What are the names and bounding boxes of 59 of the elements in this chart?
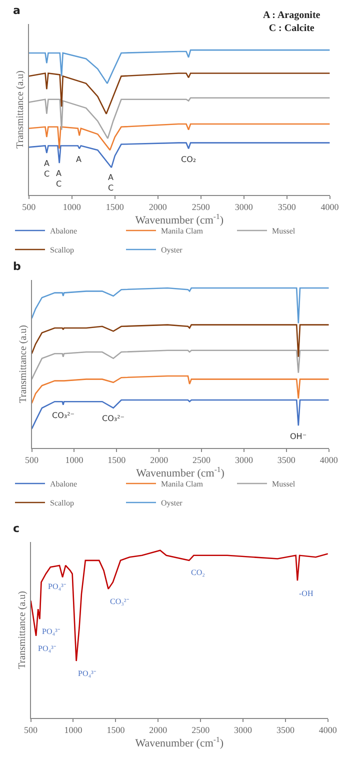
annotation: A C xyxy=(108,173,114,192)
legend-label: Mussel xyxy=(272,226,296,236)
x-tick-label: 1500 xyxy=(106,202,124,212)
x-tick-label: 3000 xyxy=(234,202,254,212)
legend-label: Abalone xyxy=(50,480,78,489)
x-tick-label: 2000 xyxy=(148,202,168,212)
x-tick-label: 2500 xyxy=(192,724,210,735)
annotation: A C xyxy=(56,169,62,188)
x-axis-title: Wavenumber (cm$^{-1}$) xyxy=(136,464,225,480)
legend-label: Abalone xyxy=(50,226,78,236)
annotation: PO₄³⁻ xyxy=(48,582,66,591)
y-axis-title: Transmittance (a.u) xyxy=(16,591,28,669)
legend-label: Manila Clam xyxy=(161,226,204,236)
x-tick-label: 3500 xyxy=(276,724,295,735)
annotation: PO₄³⁻ xyxy=(42,627,60,636)
x-tick-label: 4000 xyxy=(320,202,340,212)
annotation: CO₂ xyxy=(191,568,206,577)
annotation: PO₄³⁻ xyxy=(78,669,96,678)
x-axis-title: Wavenumber (cm$^{-1}$) xyxy=(135,734,224,750)
chart-title: c xyxy=(13,522,20,535)
annotation: PO₄³⁻ xyxy=(38,644,56,653)
y-axis-title: Transmittance (a.u) xyxy=(18,325,29,403)
y-axis-title: Transmittance (a.u) xyxy=(14,70,26,148)
x-tick-label: 3000 xyxy=(234,454,254,465)
x-axis-title: Wavenumber (cm$^{-1}$) xyxy=(135,212,224,226)
x-tick-label: 3500 xyxy=(277,454,296,465)
text: A : Aragonite C : Calcite xyxy=(263,10,321,34)
chart-title: b xyxy=(13,260,21,273)
x-tick-label: 1000 xyxy=(65,454,84,465)
x-tick-label: 2500 xyxy=(192,202,210,212)
x-tick-label: 2500 xyxy=(192,454,212,465)
x-tick-label: 2000 xyxy=(150,454,169,465)
annotation: OH⁻ xyxy=(290,432,307,441)
x-tick-label: 1500 xyxy=(108,454,126,465)
x-tick-label: 1000 xyxy=(62,202,82,212)
annotation: -OH xyxy=(299,589,314,598)
annotation: A xyxy=(76,155,82,164)
annotation: CO₃²⁻ xyxy=(52,411,75,420)
x-tick-label: 3500 xyxy=(278,202,296,212)
x-tick-label: 500 xyxy=(25,454,40,465)
annotation: CO₂ xyxy=(181,155,196,164)
annotation: CO₃²⁻ xyxy=(102,414,125,423)
x-tick-label: 4000 xyxy=(318,724,338,735)
annotation: A C xyxy=(44,159,50,178)
x-tick-label: 3000 xyxy=(234,724,253,735)
annotation: CO₃²⁻ xyxy=(110,597,130,606)
x-tick-label: 500 xyxy=(24,724,38,735)
legend-label: Scallop xyxy=(50,498,74,508)
legend-label: Mussel xyxy=(272,480,296,489)
legend-label: Manila Clam xyxy=(161,480,204,489)
legend-label: Oyster xyxy=(161,498,183,508)
x-tick-label: 2000 xyxy=(149,724,168,735)
x-tick-label: 1000 xyxy=(64,724,83,735)
x-tick-label: 1500 xyxy=(106,724,126,735)
legend-label: Scallop xyxy=(50,246,74,255)
x-tick-label: 4000 xyxy=(320,454,338,465)
legend-label: Oyster xyxy=(161,246,183,255)
x-tick-label: 500 xyxy=(22,202,36,212)
chart-title: a xyxy=(13,4,20,17)
